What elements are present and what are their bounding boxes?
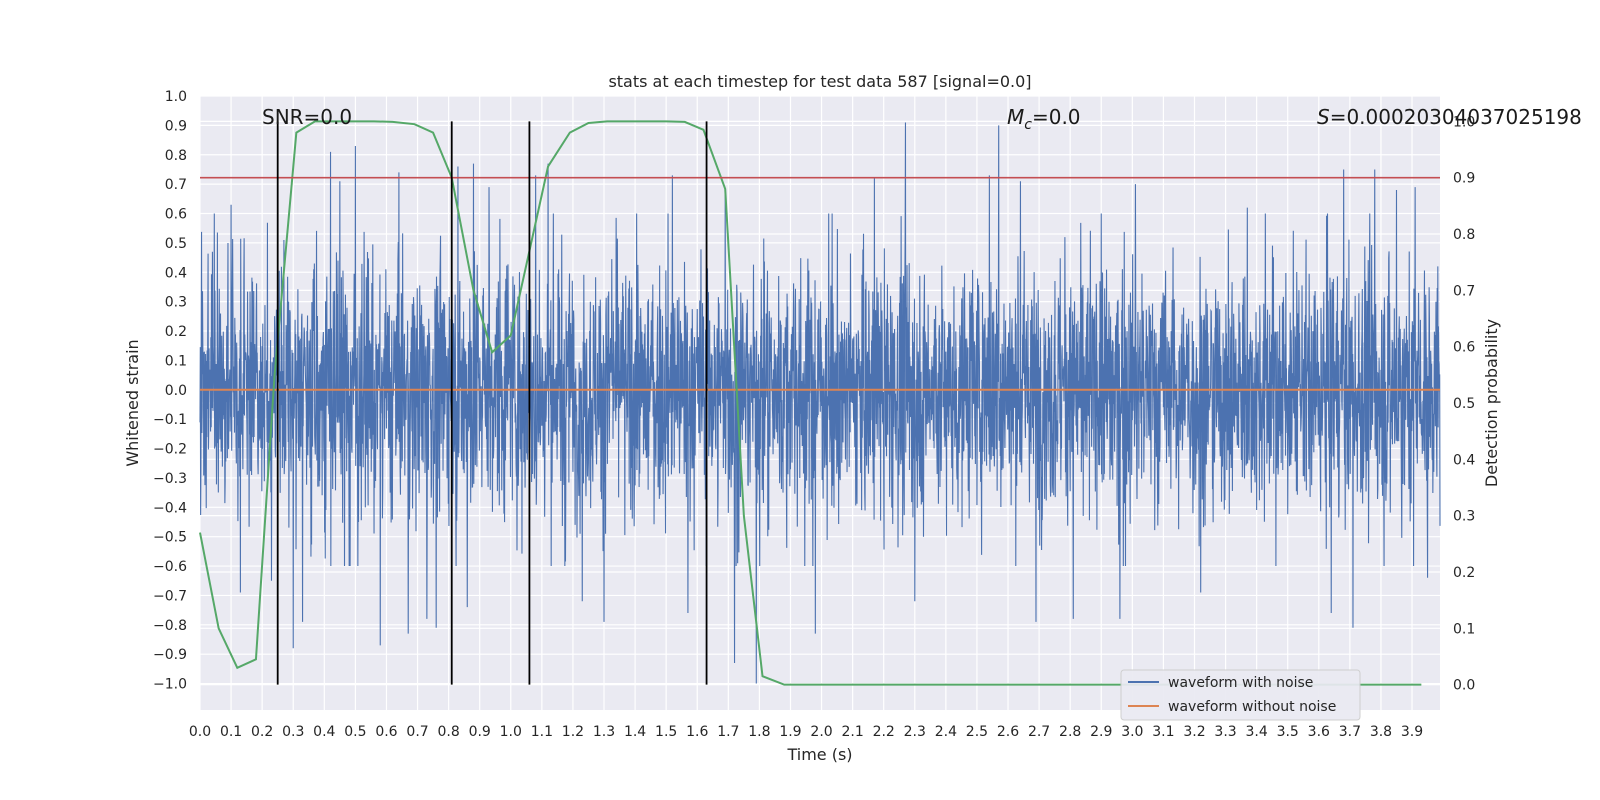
x-tick-label: 3.4 [1246, 724, 1268, 740]
y-tick-label: −0.3 [153, 471, 187, 487]
legend: waveform with noise waveform without noi… [1120, 669, 1361, 721]
x-tick-label: 1.4 [624, 724, 646, 740]
x-tick-label: 3.9 [1401, 724, 1423, 740]
chirp-mass-annotation: Mc=0.0 [1007, 105, 1081, 133]
x-tick-label: 0.3 [282, 724, 304, 740]
y-tick-label: 0.0 [165, 383, 187, 399]
legend-label-clean: waveform without noise [1168, 699, 1336, 715]
y-tick-label: −0.2 [153, 442, 187, 458]
y-tick-label: 0.7 [165, 177, 187, 193]
x-tick-label: 2.8 [1059, 724, 1081, 740]
x-tick-label: 1.2 [562, 724, 584, 740]
x-tick-label: 3.1 [1152, 724, 1174, 740]
y2-tick-label: 0.2 [1453, 565, 1475, 581]
y2-tick-label: 0.1 [1453, 621, 1475, 637]
x-tick-label: 2.7 [1028, 724, 1050, 740]
x-tick-label: 2.1 [841, 724, 863, 740]
y-axis-label: Whitened strain [123, 339, 142, 466]
x-tick-label: 3.2 [1183, 724, 1205, 740]
y2-tick-label: 0.5 [1453, 396, 1475, 412]
chart-title: stats at each timestep for test data 587… [608, 72, 1031, 91]
x-tick-label: 3.6 [1308, 724, 1330, 740]
x-tick-label: 2.3 [904, 724, 926, 740]
x-tick-label: 3.3 [1214, 724, 1236, 740]
x-tick-label: 0.9 [469, 724, 491, 740]
x-tick-label: 2.5 [966, 724, 988, 740]
y2-tick-label: 0.0 [1453, 678, 1475, 694]
x-tick-label: 0.1 [220, 724, 242, 740]
y-tick-label: −0.5 [153, 530, 187, 546]
y-tick-label: −0.1 [153, 412, 187, 428]
x-tick-label: 0.5 [344, 724, 366, 740]
y-tick-label: 0.4 [165, 265, 187, 281]
y-tick-label: −0.4 [153, 500, 187, 516]
legend-label-noise: waveform with noise [1168, 675, 1313, 691]
x-axis-label: Time (s) [786, 745, 852, 764]
x-tick-label: 1.9 [779, 724, 801, 740]
legend-box [1120, 669, 1361, 721]
y-tick-label: 0.6 [165, 207, 187, 223]
y2-tick-label: 0.9 [1453, 171, 1475, 187]
x-tick-label: 3.0 [1121, 724, 1143, 740]
x-tick-label: 0.0 [189, 724, 211, 740]
x-tick-label: 1.6 [686, 724, 708, 740]
y2-tick-label: 0.8 [1453, 227, 1475, 243]
y-tick-label: 0.9 [165, 118, 187, 134]
x-tick-label: 2.2 [873, 724, 895, 740]
x-tick-label: 0.4 [313, 724, 335, 740]
x-tick-label: 1.3 [593, 724, 615, 740]
noise-trace [199, 122, 1441, 684]
snr-annotation: SNR=0.0 [262, 105, 352, 129]
snr-statistic-annotation: S=0.00020304037025198 [1317, 105, 1582, 129]
x-tick-label: 1.1 [531, 724, 553, 740]
y-tick-label: 0.1 [165, 353, 187, 369]
y-tick-label: −1.0 [153, 677, 187, 693]
waveform-with-noise-series [199, 122, 1441, 684]
y-tick-label: 1.0 [165, 89, 187, 105]
x-tick-label: 1.5 [655, 724, 677, 740]
y-tick-label: −0.8 [153, 618, 187, 634]
y2-axis-ticks: 0.0 0.1 0.2 0.3 0.4 0.5 0.6 0.7 0.8 0.9 1.0 [1453, 114, 1475, 693]
x-tick-label: 2.4 [935, 724, 957, 740]
x-tick-label: 2.6 [997, 724, 1019, 740]
y2-tick-label: 0.4 [1453, 452, 1475, 468]
y2-tick-label: 0.6 [1453, 340, 1475, 356]
x-tick-label: 2.9 [1090, 724, 1112, 740]
x-tick-label: 2.0 [810, 724, 832, 740]
y-tick-label: −0.6 [153, 559, 187, 575]
y-tick-label: −0.9 [153, 647, 187, 663]
x-tick-label: 0.2 [251, 724, 273, 740]
y-tick-label: −0.7 [153, 588, 187, 604]
y2-tick-label: 0.7 [1453, 283, 1475, 299]
x-tick-label: 0.7 [406, 724, 428, 740]
x-tick-label: 3.7 [1339, 724, 1361, 740]
y-tick-label: 0.8 [165, 148, 187, 164]
detection-probability-series [199, 120, 1422, 686]
x-axis-ticks: 0.0 0.1 0.2 0.3 0.4 0.5 0.6 0.7 0.8 0.9 1.0 1.1 1.2 1… [189, 724, 1423, 740]
y-axis-ticks: 1.0 0.9 0.8 0.7 0.6 0.5 0.4 0.3 0.2 0.1 0.0 −0.1 −0.… [153, 89, 187, 693]
y-tick-label: 0.2 [165, 324, 187, 340]
x-tick-label: 0.6 [375, 724, 397, 740]
probability-trace [199, 120, 1422, 686]
y2-tick-label: 0.3 [1453, 509, 1475, 525]
y2-tick-label: 1.0 [1453, 114, 1475, 130]
y-tick-label: 0.3 [165, 295, 187, 311]
y-tick-label: 0.5 [165, 236, 187, 252]
x-tick-label: 1.0 [500, 724, 522, 740]
x-tick-label: 3.5 [1277, 724, 1299, 740]
x-tick-label: 0.8 [437, 724, 459, 740]
x-tick-label: 3.8 [1370, 724, 1392, 740]
y2-axis-label: Detection probability [1482, 319, 1501, 487]
x-tick-label: 1.7 [717, 724, 739, 740]
marker-lines [276, 121, 708, 685]
x-tick-label: 1.8 [748, 724, 770, 740]
